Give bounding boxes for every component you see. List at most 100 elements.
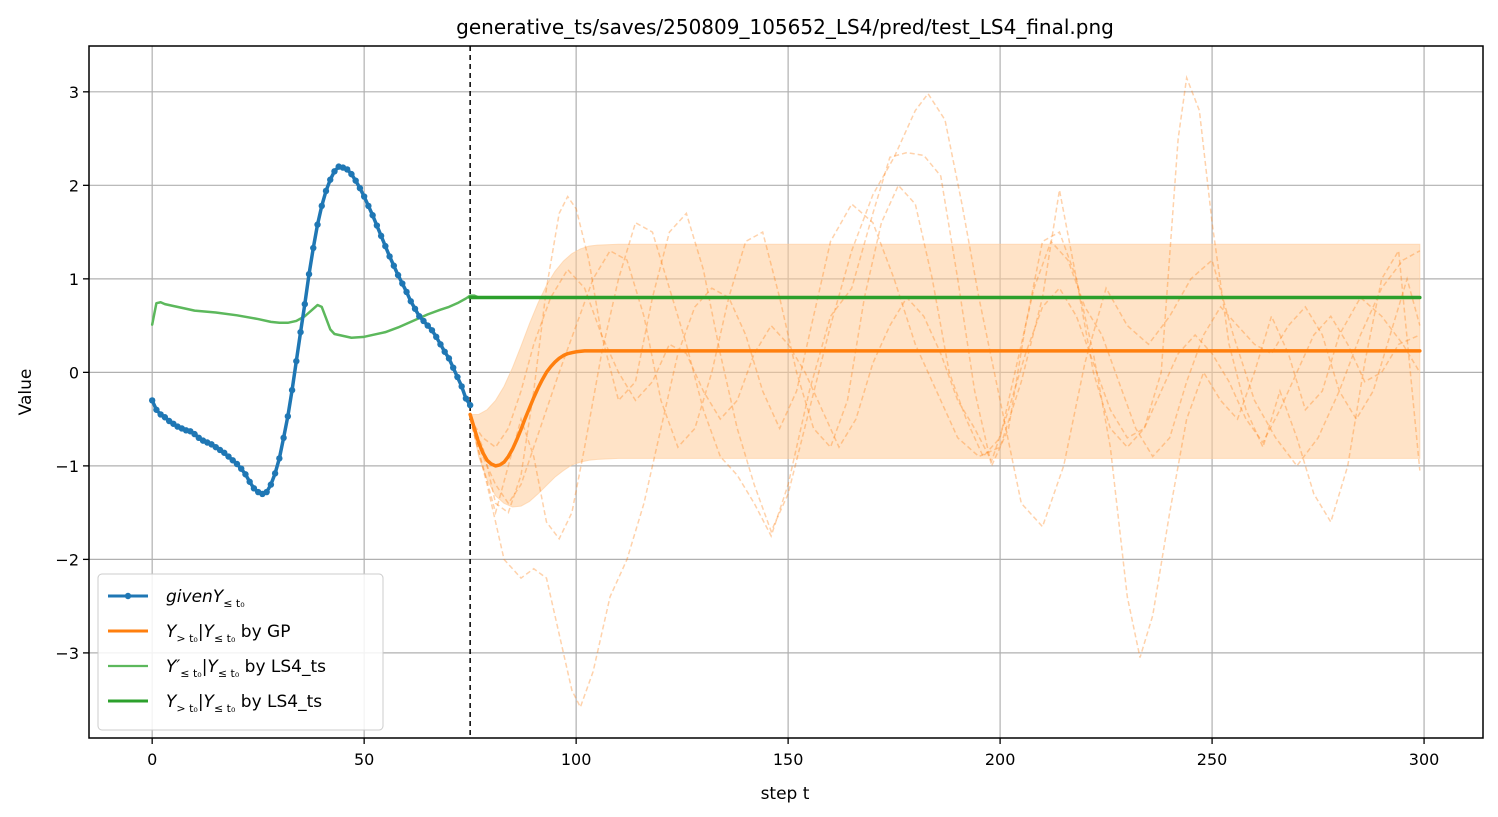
x-axis-label: step t [761, 784, 810, 804]
y-tick-label: 2 [69, 176, 79, 195]
data-point-given [276, 455, 283, 462]
data-point-given [445, 355, 453, 362]
legend-label-part: |Y [202, 657, 220, 677]
data-point-given [437, 341, 444, 348]
data-point-given [233, 460, 241, 468]
data-point-given [314, 221, 321, 228]
data-point-given [377, 232, 385, 240]
data-point-given [322, 187, 330, 195]
y-tick-label: 3 [69, 83, 79, 102]
data-point-given [394, 271, 402, 279]
data-point-given [356, 184, 364, 192]
legend-label-part: ≤ t₀ [218, 667, 240, 680]
data-point-given [301, 300, 308, 308]
legend-box [97, 573, 384, 731]
legend-label-part: ≤ t₀ [180, 667, 202, 680]
legend-label-part: by LS4_ts [235, 692, 322, 712]
data-point-given [250, 485, 258, 492]
data-point-given [161, 414, 169, 421]
x-tick-label: 100 [561, 750, 592, 769]
data-point-given [327, 176, 334, 183]
x-tick-label: 150 [773, 750, 804, 769]
y-tick-label: −2 [55, 550, 79, 569]
data-point-given [458, 383, 465, 390]
legend-label-part: ≤ t₀ [214, 702, 236, 715]
data-point-given [403, 288, 410, 296]
data-point-given [153, 406, 160, 413]
data-point-given [407, 298, 414, 305]
data-point-given [466, 401, 474, 409]
data-point-given [373, 222, 381, 229]
legend-label-given: givenY≤ t₀ [166, 587, 245, 610]
x-tick-label: 0 [147, 750, 157, 769]
data-point-given [297, 328, 304, 336]
data-point-given [428, 327, 436, 334]
series-line-recon [150, 294, 480, 340]
data-point-given [449, 364, 457, 371]
series-line-gp [468, 349, 1422, 468]
legend-label-gp: Y> t₀|Y≤ t₀ by GP [166, 622, 290, 645]
legend-label-part: |Y [198, 692, 216, 712]
y-axis-label: Value [16, 369, 36, 416]
chart-title: generative_ts/saves/250809_105652_LS4/pr… [456, 15, 1114, 39]
data-point-given [433, 333, 440, 341]
data-point-given [238, 465, 245, 472]
legend-label-part: by GP [235, 622, 290, 642]
data-point-given [267, 481, 275, 488]
legend-label-part: > t₀ [176, 632, 198, 645]
legend-label-part: by LS4_ts [239, 657, 326, 677]
data-point-given [263, 488, 270, 496]
x-tick-label: 50 [354, 750, 374, 769]
series-line-given [150, 164, 472, 496]
data-point-given [318, 202, 325, 210]
data-point-given [191, 430, 198, 438]
y-tick-label: 0 [69, 363, 79, 382]
legend-label-part: ≤ t₀ [214, 632, 236, 645]
data-point-given [221, 449, 228, 456]
legend-label-part: Y [166, 692, 178, 712]
data-point-given [352, 177, 359, 184]
x-tick-label: 250 [1197, 750, 1228, 769]
gp-sample-sample-5 [469, 268, 1421, 464]
data-point-given [343, 166, 351, 173]
data-point-given [148, 397, 156, 404]
gp-sample-sample-3 [469, 74, 1421, 541]
data-point-given [310, 244, 317, 252]
data-point-given [369, 212, 376, 219]
legend-label-part: Y [166, 622, 178, 642]
data-point-given [280, 434, 287, 442]
data-point-given [382, 242, 389, 250]
data-point-given [365, 202, 372, 210]
data-point-given [454, 373, 461, 381]
legend-marker-given [124, 592, 132, 600]
legend-label-part: |Y [198, 622, 216, 642]
data-point-given [242, 471, 249, 478]
data-point-given [420, 317, 427, 325]
data-point-given [348, 170, 355, 178]
data-point-given [390, 262, 398, 269]
data-point-given [462, 395, 470, 402]
data-point-given [305, 270, 313, 278]
data-point-given [288, 386, 296, 394]
data-point-given [331, 168, 338, 175]
axes-frame [88, 45, 1484, 739]
legend-label-part: Y [213, 587, 225, 607]
legend-label-part: Y′ [166, 657, 180, 677]
y-tick-label: 1 [69, 270, 79, 289]
y-tick-label: −1 [55, 457, 79, 476]
gp-sample-sample-1 [469, 92, 1421, 534]
data-point-given [225, 453, 232, 460]
data-point-given [229, 457, 236, 464]
gp-sample-sample-2 [469, 189, 1421, 710]
data-point-given [271, 470, 279, 477]
x-tick-label: 300 [1409, 750, 1440, 769]
data-point-given [399, 280, 406, 287]
legend-label-part: > t₀ [176, 702, 198, 715]
legend-label-recon: Y′≤ t₀|Y≤ t₀ by LS4_ts [166, 657, 326, 680]
data-point-given [386, 253, 393, 260]
data-point-given [284, 413, 292, 420]
data-point-given [246, 478, 253, 485]
y-tick-label: −3 [55, 644, 79, 663]
